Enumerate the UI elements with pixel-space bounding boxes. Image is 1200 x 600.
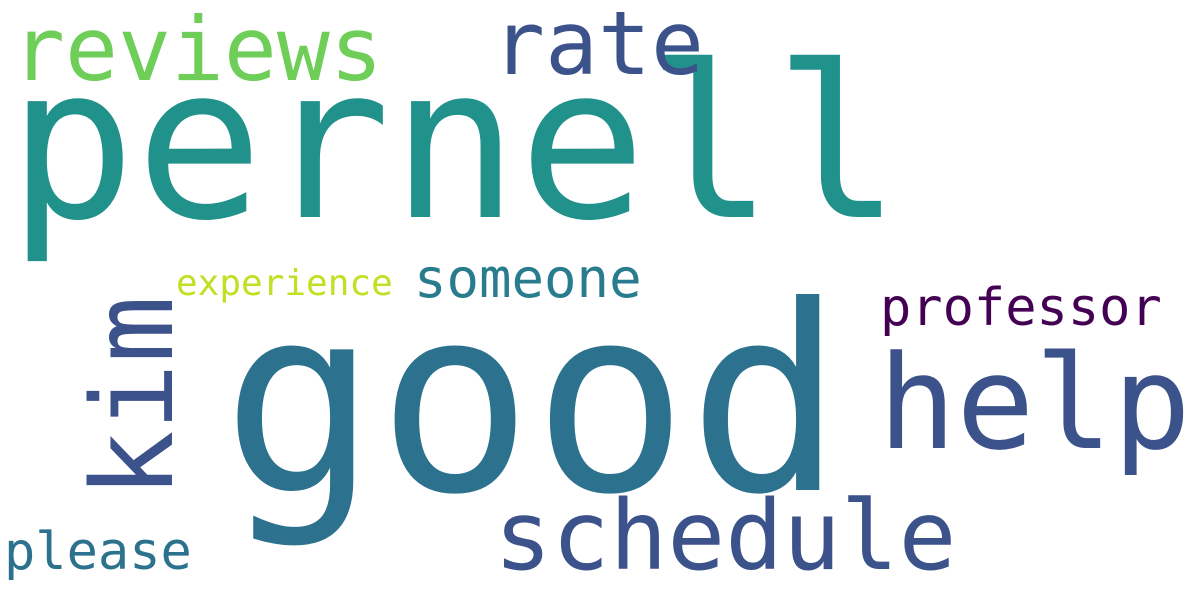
word-professor: professor [880, 278, 1162, 338]
word-experience: experience [176, 263, 393, 304]
word-schedule: schedule [494, 480, 957, 592]
word-help: help [878, 327, 1192, 479]
word-good: good [222, 251, 844, 551]
word-someone: someone [414, 247, 642, 310]
word-rate: rate [492, 0, 704, 95]
word-kim: kim [69, 295, 199, 498]
word-pernell: pernell [8, 20, 902, 267]
word-reviews: reviews [12, 0, 383, 101]
word-please: please [4, 522, 192, 582]
